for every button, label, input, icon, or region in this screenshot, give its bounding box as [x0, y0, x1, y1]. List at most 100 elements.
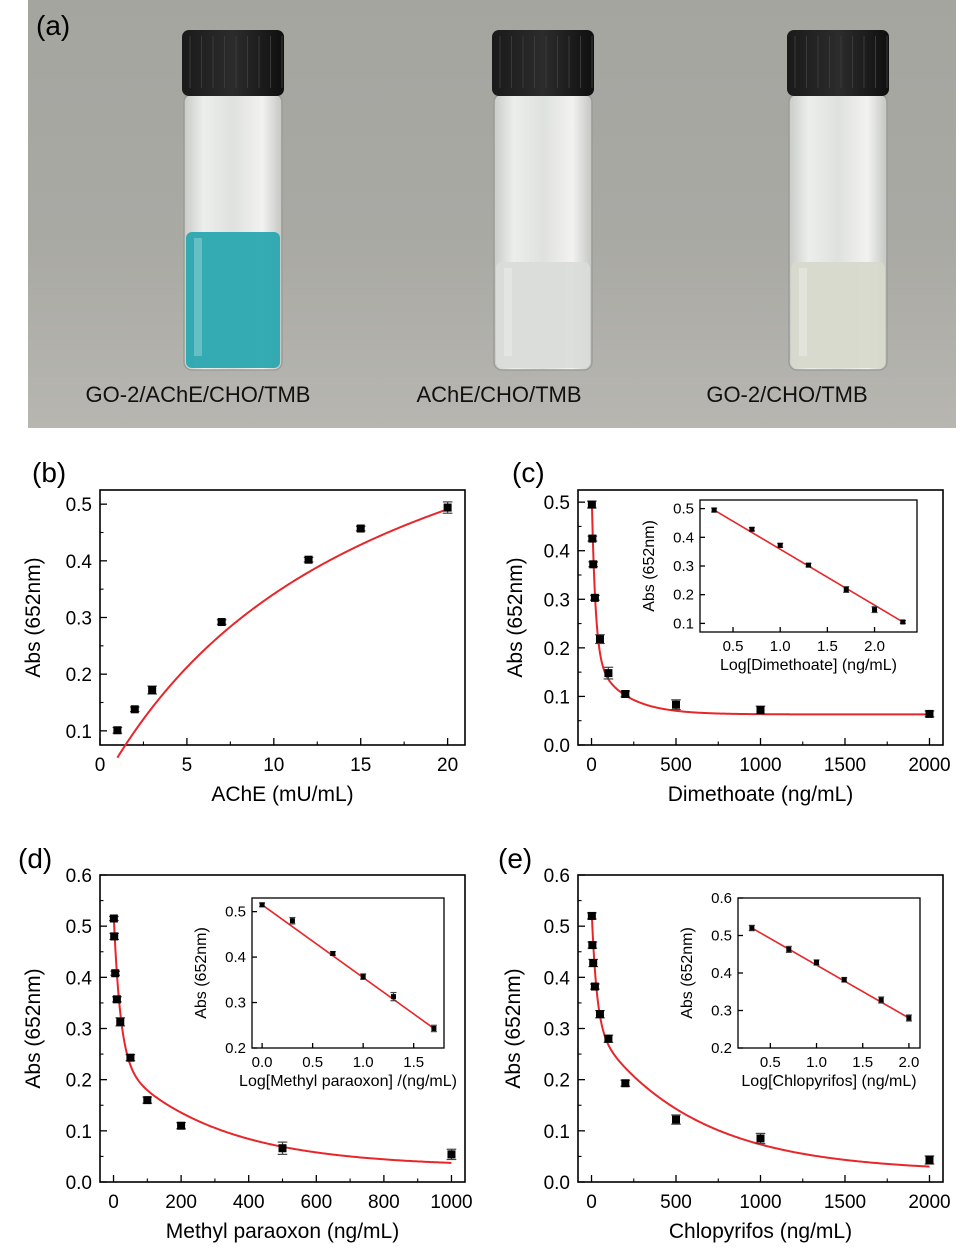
- data-point: [278, 1144, 287, 1153]
- vial-liquid: [496, 262, 590, 368]
- photo-background: [28, 0, 956, 428]
- y-tick-label: 0.6: [66, 866, 92, 887]
- inset-x-tick-label: 0.5: [302, 1054, 323, 1071]
- inset-d: 0.0 0.5 1.0 1.5 0.2 0.3 0.4 0.5 Log[Methyl parao…: [193, 897, 457, 1090]
- x-axis-title: Dimethoate (ng/mL): [668, 783, 854, 806]
- inset-frame: [251, 897, 445, 1049]
- vial-caption-3: GO-2/CHO/TMB: [706, 382, 868, 407]
- inset-x-axis-title: Log[Dimethoate] (ng/mL): [720, 657, 897, 674]
- inset-data-point: [843, 587, 849, 593]
- inset-x-tick-label: 1.0: [353, 1054, 374, 1071]
- fit-curve: [590, 914, 930, 1168]
- vial-go2: [787, 30, 889, 371]
- chart-panel-d: (d)0 200 400 600 800 10000.00.10.20.30.40.50.…: [18, 843, 473, 1243]
- x-tick-label: 0: [95, 755, 106, 776]
- x-tick-label: 1500: [824, 1192, 866, 1213]
- x-tick-label: 0: [586, 755, 597, 776]
- data-point: [304, 555, 313, 564]
- vial-liquid: [791, 262, 885, 368]
- y-tick-label: 0.2: [544, 1071, 570, 1092]
- y-tick-label: 0.5: [66, 917, 92, 938]
- x-axis-title: AChE (mU/mL): [211, 783, 353, 806]
- inset-y-tick-label: 0.3: [711, 1003, 732, 1020]
- data-point: [111, 969, 120, 978]
- inset-y-tick-label: 0.5: [225, 904, 246, 921]
- inset-y-tick-label: 0.5: [711, 928, 732, 945]
- y-tick-label: 0.3: [544, 590, 570, 611]
- data-point: [356, 524, 365, 533]
- inset-x-tick-label: 1.5: [817, 638, 838, 655]
- y-tick-label: 0.2: [66, 665, 92, 686]
- inset-y-tick-label: 0.1: [673, 615, 694, 632]
- inset-data-point: [872, 607, 878, 613]
- y-tick-label: 0.3: [66, 1020, 92, 1041]
- data-point: [590, 982, 599, 991]
- x-tick-label: 5: [182, 755, 193, 776]
- data-point: [110, 932, 119, 941]
- x-tick-label: 500: [660, 1192, 692, 1213]
- inset-x-tick-label: 2.0: [898, 1054, 919, 1071]
- inset-data-point: [777, 542, 783, 548]
- inset-x-tick-label: 0.5: [760, 1054, 781, 1071]
- vial-caption-1: GO-2/AChE/CHO/TMB: [85, 382, 311, 407]
- inset-y-axis-title: Abs (652nm): [679, 927, 696, 1019]
- y-tick-label: 0.0: [544, 736, 570, 757]
- y-tick-label: 0.1: [544, 1122, 570, 1143]
- inset-data-point: [841, 977, 847, 983]
- inset-data-point: [878, 997, 884, 1003]
- inset-background: [252, 898, 444, 1048]
- inset-y-axis-title: Abs (652nm): [193, 927, 210, 1019]
- vial-go2-ache: [182, 30, 284, 371]
- data-point: [621, 690, 630, 698]
- frame: [99, 489, 466, 746]
- inset-y-tick-label: 0.2: [225, 1040, 246, 1057]
- vial-highlight: [194, 238, 202, 356]
- x-axis-title: Chlopyrifos (ng/mL): [669, 1220, 852, 1243]
- x-tick-label: 2000: [908, 1192, 950, 1213]
- inset-data-point: [330, 950, 336, 956]
- inset-x-tick-label: 1.0: [806, 1054, 827, 1071]
- vial-photo: (a) GO-2/AChE/CHO/TMB AChE/CHO/TMB GO-2/…: [0, 0, 972, 432]
- panel-letter-d: (d): [18, 843, 52, 874]
- data-point: [177, 1121, 186, 1130]
- fit-curve: [112, 918, 452, 1164]
- y-tick-label: 0.4: [66, 552, 93, 573]
- panel-letter-c: (c): [512, 457, 545, 488]
- chart-panel-e: (e) 0 500 1000 1500 2000 0.0 0.1 0.2 0.3 0.4 0.5 0.6…: [498, 843, 951, 1243]
- x-tick-label: 1500: [824, 755, 866, 776]
- data-point: [112, 995, 121, 1004]
- x-tick-label: 15: [350, 755, 371, 776]
- y-tick-label: 0.4: [544, 968, 571, 989]
- data-point: [589, 959, 598, 968]
- data-point: [595, 1010, 604, 1019]
- chart-panel-b: (b) 0 5 10 15 20 0.1 0.2 0.3 0.4 0.5 AChE (mU/mL) Ab…: [22, 457, 466, 806]
- y-tick-label: 0.4: [544, 542, 571, 563]
- y-tick-label: 0.1: [66, 722, 92, 743]
- inset-data-point: [360, 974, 366, 980]
- x-tick-label: 1000: [430, 1192, 472, 1213]
- inset-y-tick-label: 0.2: [673, 587, 694, 604]
- data-point: [925, 709, 934, 718]
- inset-data-point: [390, 994, 396, 1000]
- inset-data-point: [900, 619, 906, 625]
- x-tick-label: 500: [660, 755, 692, 776]
- data-point: [447, 1150, 456, 1159]
- data-point: [148, 686, 157, 695]
- y-tick-label: 0.2: [544, 639, 570, 660]
- x-tick-label: 10: [263, 755, 284, 776]
- vial-ache: [492, 30, 594, 371]
- y-tick-label: 0.6: [544, 866, 570, 887]
- inset-data-point: [711, 507, 717, 513]
- panel-letter-e: (e): [498, 843, 532, 874]
- data-point: [925, 1155, 934, 1164]
- vials-drawing: [182, 30, 889, 371]
- y-tick-label: 0.0: [544, 1173, 570, 1194]
- inset-x-tick-label: 1.5: [852, 1054, 873, 1071]
- data-point: [443, 503, 452, 512]
- y-tick-label: 0.0: [66, 1173, 92, 1194]
- inset-data-point: [786, 946, 792, 952]
- inset-data-point: [806, 562, 811, 568]
- data-point: [595, 635, 604, 644]
- inset-y-tick-label: 0.4: [711, 965, 732, 982]
- inset-y-axis-title: Abs (652nm): [641, 520, 658, 612]
